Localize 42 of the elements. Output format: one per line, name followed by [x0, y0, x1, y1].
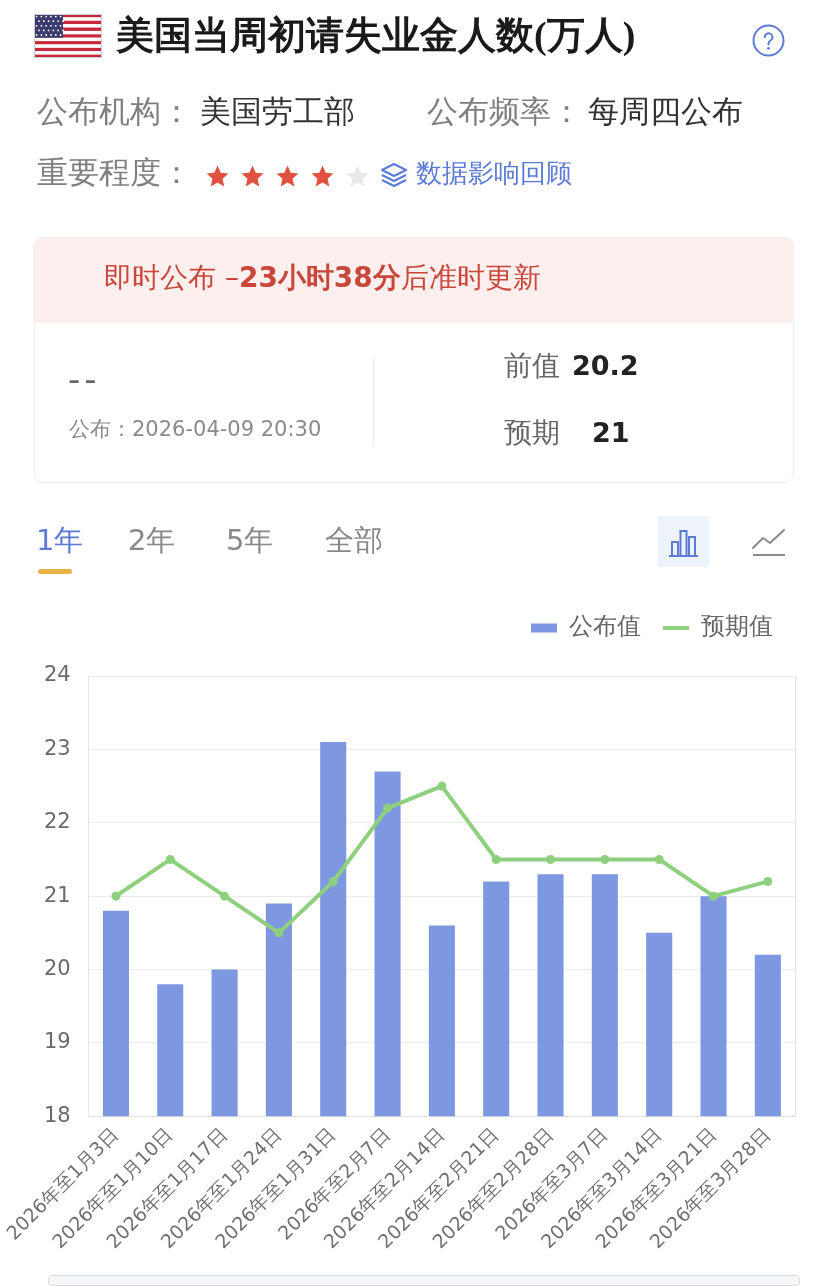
point: [437, 781, 447, 791]
y-tick-label: 23: [44, 735, 71, 760]
text: 5年: [226, 523, 274, 558]
point: [328, 876, 338, 886]
point: [383, 803, 393, 813]
text: 即时公布 –: [104, 261, 239, 295]
point: [274, 928, 284, 938]
chart-title: 美国当周初请失业金人数(万人): [116, 14, 636, 58]
text: 20.2: [572, 350, 639, 382]
y-tick-label: 22: [44, 809, 71, 834]
text: 后准时更新: [400, 261, 541, 295]
text: 前值: [504, 349, 560, 383]
text: 全部: [325, 523, 383, 558]
y-tick-label: 18: [44, 1102, 71, 1127]
text: 1年: [36, 523, 84, 558]
point: [709, 891, 719, 901]
point: [600, 854, 610, 864]
text: 公布：2026-04-09 20:30: [69, 417, 322, 442]
text: --: [68, 359, 101, 400]
y-tick-label: 21: [44, 882, 71, 907]
point: [763, 876, 773, 886]
point: [165, 854, 175, 864]
point: [546, 854, 556, 864]
point: [220, 891, 230, 901]
text: 预期: [504, 416, 560, 450]
point: [111, 891, 121, 901]
y-tick-label: 20: [44, 955, 71, 980]
y-tick-label: 19: [44, 1029, 71, 1054]
text: 2年: [128, 523, 176, 558]
text: 每周四公布: [588, 93, 743, 130]
text: 美国劳工部: [200, 93, 355, 130]
legend-label: 公布值: [569, 612, 641, 641]
text: 重要程度：: [37, 154, 192, 191]
text: 23小时38分: [238, 261, 401, 295]
legend-label: 预期值: [701, 612, 773, 641]
text: 公布频率：: [427, 93, 582, 130]
point: [654, 854, 664, 864]
text: 数据影响回顾: [416, 158, 572, 189]
point: [491, 854, 501, 864]
text: 21: [592, 417, 630, 449]
text: 公布机构：: [37, 93, 192, 130]
y-tick-label: 24: [44, 662, 71, 687]
